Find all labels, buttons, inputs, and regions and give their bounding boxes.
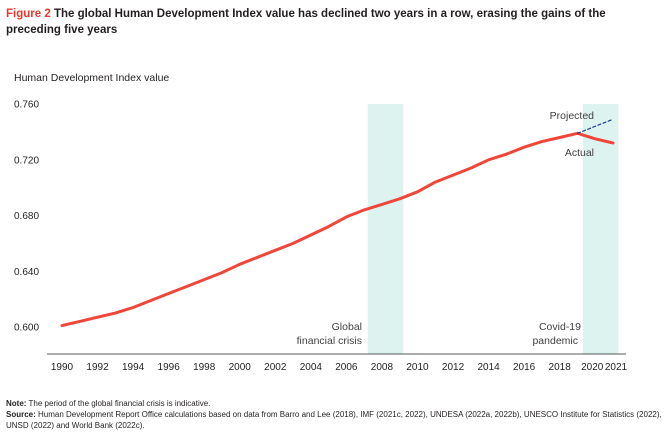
x-tick-label: 2021 xyxy=(605,362,628,373)
x-tick-label: 2000 xyxy=(229,362,252,373)
series-line-actual xyxy=(60,131,615,328)
note-label: Note: xyxy=(6,399,27,408)
x-tick-label: 2018 xyxy=(549,362,572,373)
actual-label: Actual xyxy=(565,147,594,159)
x-tick-label: 1994 xyxy=(122,362,145,373)
x-tick-label: 1996 xyxy=(158,362,181,373)
source-text: Human Development Report Office calculat… xyxy=(6,410,662,430)
figure-notes: Note: The period of the global financial… xyxy=(6,398,666,431)
x-tick-label: 2020 xyxy=(581,362,604,373)
shaded-region-1 xyxy=(582,104,619,354)
x-tick-label: 2010 xyxy=(406,362,429,373)
x-tick-label: 2012 xyxy=(442,362,465,373)
projected-label: Projected xyxy=(550,110,595,122)
x-tick-label: 2004 xyxy=(300,362,323,373)
source-line: Source: Human Development Report Office … xyxy=(6,409,666,431)
y-tick-label: 0.720 xyxy=(14,155,39,166)
source-label: Source: xyxy=(6,410,36,419)
figure-title-text: The global Human Development Index value… xyxy=(6,8,606,36)
note-text: The period of the global financial crisi… xyxy=(26,399,211,408)
figure-number: Figure 2 xyxy=(6,8,51,20)
figure-title: Figure 2 The global Human Development In… xyxy=(6,6,656,38)
y-tick-label: 0.640 xyxy=(14,267,39,278)
covid-label-line2: pandemic xyxy=(532,335,578,347)
y-tick-label: 0.760 xyxy=(14,100,39,111)
covid-label-line1: Covid-19 xyxy=(539,321,581,333)
x-tick-label: 1992 xyxy=(86,362,109,373)
x-tick-label: 2014 xyxy=(477,362,500,373)
x-tick-label: 2016 xyxy=(513,362,536,373)
series-line-projected xyxy=(576,118,614,134)
x-tick-label: 1990 xyxy=(51,362,74,373)
note-line: Note: The period of the global financial… xyxy=(6,398,666,409)
x-tick-label: 2006 xyxy=(335,362,358,373)
financial-crisis-label-line2: financial crisis xyxy=(297,335,362,347)
x-tick-label: 2002 xyxy=(264,362,287,373)
y-tick-label: 0.600 xyxy=(14,323,39,334)
y-tick-label: 0.680 xyxy=(14,211,39,222)
shaded-region-0 xyxy=(367,104,404,354)
y-axis-label: Human Development Index value xyxy=(14,72,169,84)
x-tick-label: 2008 xyxy=(371,362,394,373)
financial-crisis-label-line1: Global xyxy=(332,321,362,333)
x-tick-label: 1998 xyxy=(193,362,216,373)
hdi-line-chart: Human Development Index value 0.600 0.640… xyxy=(14,72,628,373)
